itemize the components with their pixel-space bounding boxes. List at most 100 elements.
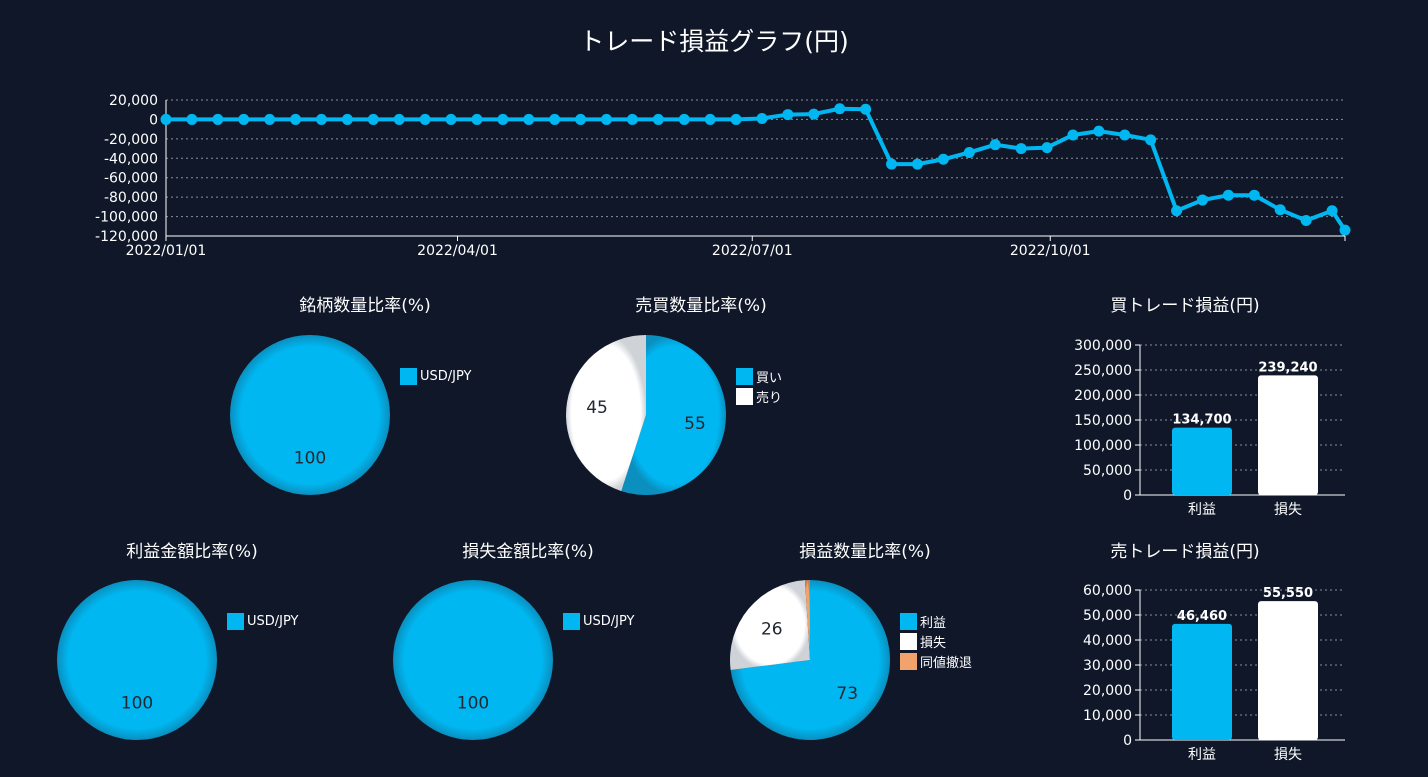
pie-data-label: 100	[457, 693, 489, 713]
line-data-point[interactable]	[1300, 214, 1312, 226]
legend-label: 利益	[920, 615, 947, 631]
line-data-point[interactable]	[186, 113, 198, 125]
line-data-point[interactable]	[678, 113, 690, 125]
line-data-point[interactable]	[549, 113, 561, 125]
line-data-point[interactable]	[1015, 143, 1027, 155]
line-data-point[interactable]	[212, 113, 224, 125]
line-data-point[interactable]	[834, 103, 846, 115]
bar-category-label: 損失	[1274, 502, 1302, 518]
page-title: トレード損益グラフ(円)	[579, 27, 849, 56]
line-data-point[interactable]	[937, 153, 949, 165]
line-data-point[interactable]	[989, 139, 1001, 151]
line-data-point[interactable]	[419, 113, 431, 125]
line-data-point[interactable]	[886, 158, 898, 170]
line-data-point[interactable]	[1248, 189, 1260, 201]
line-data-point[interactable]	[808, 108, 820, 120]
line-x-tick-label: 2022/01/01	[126, 243, 207, 259]
pie-profit-legend: USD/JPY	[227, 611, 299, 631]
bar-y-tick-label: 0	[1123, 733, 1132, 749]
line-data-point[interactable]	[963, 146, 975, 158]
legend-swatch	[227, 612, 244, 630]
pie-slice[interactable]	[230, 335, 390, 495]
line-data-point[interactable]	[601, 113, 613, 125]
bar-y-tick-label: 200,000	[1074, 388, 1132, 404]
line-data-point[interactable]	[782, 109, 794, 121]
pie-loss-title: 損失金額比率(%)	[462, 542, 594, 562]
pie-slice[interactable]	[730, 580, 890, 740]
bar[interactable]	[1258, 375, 1318, 495]
line-data-point[interactable]	[445, 113, 457, 125]
line-data-point[interactable]	[1067, 129, 1079, 141]
line-data-point[interactable]	[367, 113, 379, 125]
bar-buy-chart: 0 50,000 100,000 150,000 200,000 250,000 300,0…	[1074, 338, 1345, 518]
legend-item[interactable]: 売り	[736, 386, 782, 406]
pie-data-label: 100	[121, 693, 153, 713]
pie-count-legend: 利益 損失 同値撤退	[900, 611, 972, 671]
line-data-point[interactable]	[860, 103, 872, 115]
line-data-point[interactable]	[1339, 224, 1351, 236]
line-data-point[interactable]	[1222, 189, 1234, 201]
pie-data-label: 73	[836, 684, 858, 704]
legend-swatch	[736, 387, 753, 405]
legend-item[interactable]: USD/JPY	[400, 366, 472, 386]
legend-item[interactable]: 同値撤退	[900, 651, 972, 671]
line-data-point[interactable]	[911, 158, 923, 170]
line-data-point[interactable]	[238, 113, 250, 125]
pie-slice[interactable]	[621, 335, 726, 495]
line-data-point[interactable]	[652, 113, 664, 125]
line-data-point[interactable]	[575, 113, 587, 125]
pie-data-label: 26	[761, 619, 783, 639]
line-data-point[interactable]	[290, 113, 302, 125]
legend-item[interactable]: 利益	[900, 611, 972, 631]
line-data-point[interactable]	[497, 113, 509, 125]
legend-item[interactable]: USD/JPY	[563, 611, 635, 631]
pie-symbol-legend: USD/JPY	[400, 366, 472, 386]
legend-item[interactable]: USD/JPY	[227, 611, 299, 631]
line-data-point[interactable]	[756, 112, 768, 124]
bar[interactable]	[1258, 601, 1318, 740]
pie-loss-chart: 100	[393, 580, 553, 740]
pie-slice[interactable]	[57, 580, 217, 740]
bar-y-tick-label: 10,000	[1083, 708, 1132, 724]
line-data-point[interactable]	[160, 113, 172, 125]
pie-slice[interactable]	[730, 580, 810, 671]
pie-data-label: 100	[294, 448, 326, 468]
line-data-point[interactable]	[1274, 204, 1286, 216]
line-data-point[interactable]	[315, 113, 327, 125]
line-data-point[interactable]	[704, 113, 716, 125]
line-data-point[interactable]	[471, 113, 483, 125]
line-y-tick-label: -120,000	[95, 229, 158, 245]
bar-value-label: 46,460	[1177, 609, 1227, 624]
line-series	[166, 106, 1347, 232]
bar-category-label: 損失	[1274, 747, 1302, 763]
line-data-point[interactable]	[1196, 194, 1208, 206]
pie-count-title: 損益数量比率(%)	[799, 542, 931, 562]
line-data-point[interactable]	[264, 113, 276, 125]
line-data-point[interactable]	[1093, 125, 1105, 137]
bar-y-tick-label: 40,000	[1083, 633, 1132, 649]
legend-label: 買い	[756, 370, 783, 386]
line-data-point[interactable]	[1145, 134, 1157, 146]
pie-slice[interactable]	[393, 580, 553, 740]
bar[interactable]	[1172, 427, 1232, 495]
line-y-tick-label: 0	[149, 112, 158, 128]
legend-label: USD/JPY	[247, 613, 299, 629]
bar[interactable]	[1172, 623, 1232, 740]
line-data-point[interactable]	[1326, 205, 1338, 217]
line-data-point[interactable]	[626, 113, 638, 125]
line-data-point[interactable]	[341, 113, 353, 125]
bar-category-label: 利益	[1188, 502, 1216, 518]
line-y-tick-label: -60,000	[104, 171, 158, 187]
pie-profit-title: 利益金額比率(%)	[126, 542, 258, 562]
pie-slice[interactable]	[566, 335, 646, 492]
pie-slice[interactable]	[804, 580, 810, 660]
line-data-point[interactable]	[1041, 142, 1053, 154]
line-data-point[interactable]	[393, 113, 405, 125]
legend-item[interactable]: 損失	[900, 631, 972, 651]
line-data-point[interactable]	[523, 113, 535, 125]
line-data-point[interactable]	[1119, 129, 1131, 141]
pie-data-label: 55	[684, 414, 706, 434]
legend-item[interactable]: 買い	[736, 366, 782, 386]
line-data-point[interactable]	[1171, 205, 1183, 217]
line-data-point[interactable]	[730, 113, 742, 125]
